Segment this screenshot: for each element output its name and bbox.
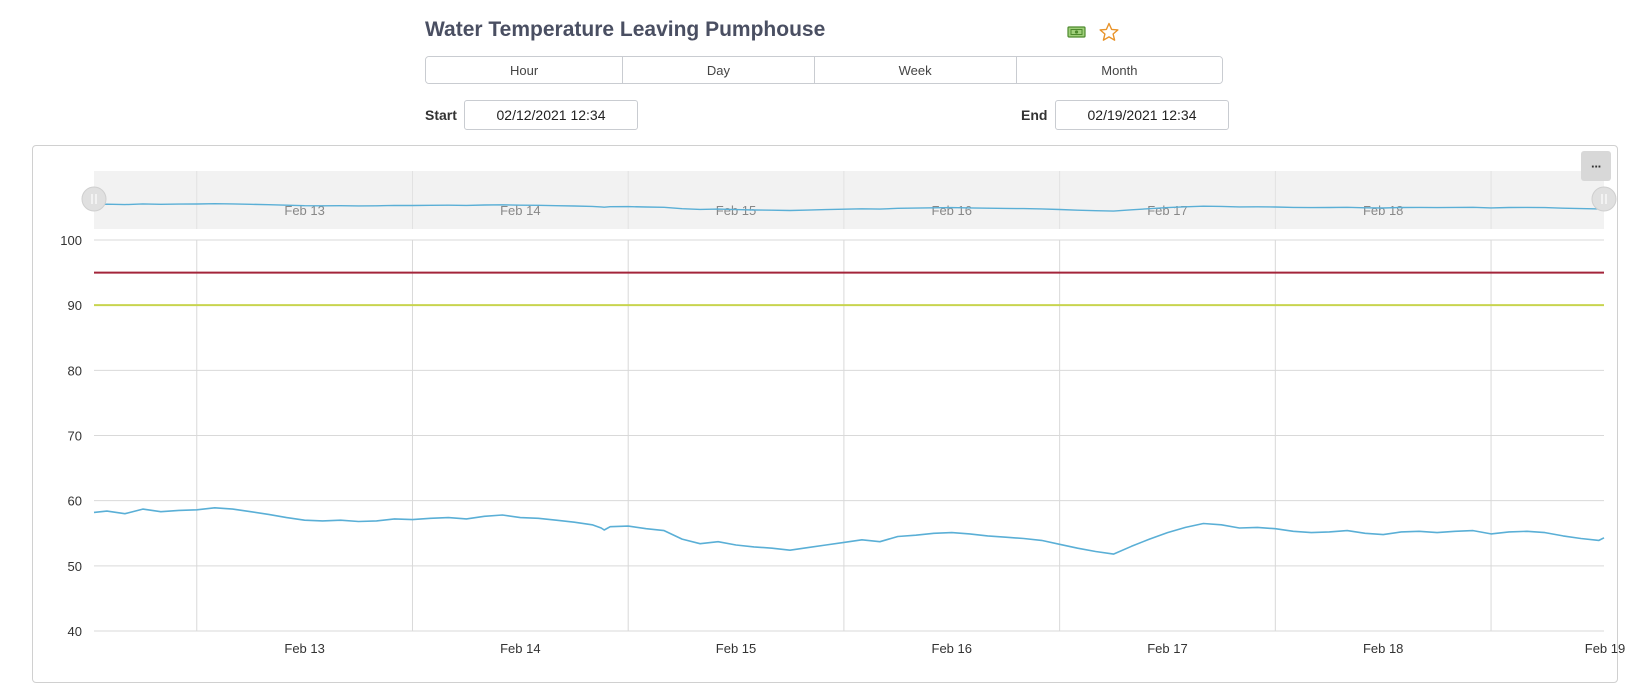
chart-menu-button[interactable]: ··· [1581, 151, 1611, 181]
navigator-background [94, 171, 1604, 229]
money-icon[interactable] [1066, 22, 1088, 42]
start-label: Start [425, 107, 457, 123]
y-tick-label: 60 [68, 494, 82, 509]
y-tick-label: 80 [68, 363, 82, 378]
month-button[interactable]: Month [1016, 57, 1222, 83]
temperature-series-line [93, 506, 1605, 555]
navigator-tick-label: Feb 17 [1147, 203, 1187, 218]
y-tick-label: 70 [68, 429, 82, 444]
handle-knob[interactable] [81, 186, 107, 212]
navigator-series-line [93, 202, 1605, 212]
navigator-right-handle[interactable] [1591, 186, 1617, 212]
star-icon[interactable] [1098, 22, 1120, 42]
chart-panel [32, 145, 1618, 683]
x-tick-label: Feb 18 [1363, 641, 1403, 656]
hour-button[interactable]: Hour [426, 57, 624, 83]
handle-knob[interactable] [1591, 186, 1617, 212]
navigator-tick-label: Feb 16 [932, 203, 972, 218]
x-tick-label: Feb 13 [284, 641, 324, 656]
navigator-tick-label: Feb 14 [500, 203, 540, 218]
navigator-tick-label: Feb 13 [284, 203, 324, 218]
navigator-tick-label: Feb 15 [716, 203, 756, 218]
navigator-left-handle[interactable] [81, 186, 107, 212]
y-tick-label: 100 [60, 233, 82, 248]
x-tick-label: Feb 14 [500, 641, 540, 656]
week-button[interactable]: Week [814, 57, 1017, 83]
page-title: Water Temperature Leaving Pumphouse [425, 18, 826, 41]
y-tick-label: 90 [68, 298, 82, 313]
time-range-selector: Hour Day Week Month [425, 56, 1223, 84]
end-label: End [1021, 107, 1048, 123]
x-tick-label: Feb 19 [1585, 641, 1625, 656]
navigator-tick-label: Feb 18 [1363, 203, 1403, 218]
y-tick-label: 40 [68, 624, 82, 639]
x-tick-label: Feb 17 [1147, 641, 1187, 656]
y-tick-label: 50 [68, 559, 82, 574]
day-button[interactable]: Day [623, 57, 815, 83]
x-tick-label: Feb 15 [716, 641, 756, 656]
start-date-input[interactable] [464, 100, 638, 130]
end-date-input[interactable] [1055, 100, 1229, 130]
x-tick-label: Feb 16 [932, 641, 972, 656]
